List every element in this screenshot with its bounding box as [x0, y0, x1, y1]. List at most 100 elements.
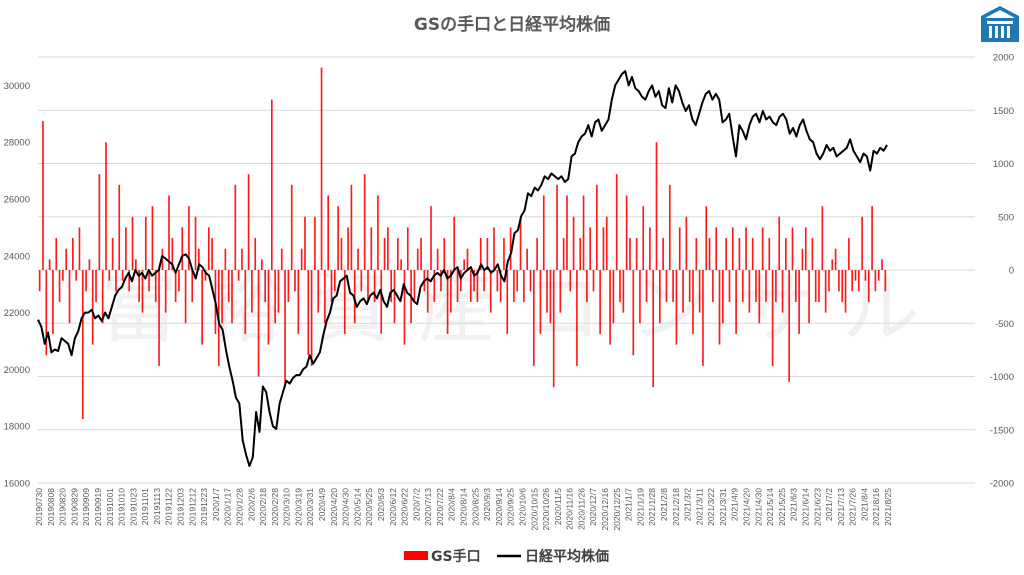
gs-bar: [586, 270, 588, 302]
gs-bar: [131, 216, 134, 270]
gs-bar: [75, 270, 77, 281]
gs-bar: [367, 270, 369, 302]
x-axis-tick-label: 20191113: [152, 488, 162, 525]
gs-bar: [735, 270, 737, 334]
gs-bar: [708, 238, 711, 270]
gs-bar: [443, 238, 446, 270]
x-axis-tick-label: 2020/8/25: [470, 488, 480, 526]
gs-bar: [848, 238, 850, 270]
gs-bar: [234, 184, 237, 270]
gs-bar: [38, 270, 41, 292]
gs-bar: [181, 227, 184, 270]
gs-bar: [871, 206, 873, 270]
x-axis-tick-label: 20191122: [164, 488, 174, 525]
gs-bar: [489, 270, 492, 313]
gs-bar: [884, 270, 887, 292]
x-axis-tick-label: 2021/7/13: [836, 488, 846, 526]
x-axis-tick-label: 2020/12/16: [600, 488, 610, 531]
gs-bar: [227, 270, 230, 302]
gs-bar: [65, 248, 68, 270]
left-axis-tick-label: 20000: [4, 365, 30, 376]
gs-bar: [622, 270, 625, 313]
gs-bar: [207, 227, 210, 270]
gs-bar: [715, 227, 718, 270]
x-axis-tick-label: 20191023: [128, 488, 138, 526]
gs-bar: [247, 174, 250, 270]
gs-bar: [257, 270, 260, 377]
gs-bar: [539, 270, 542, 334]
gs-bar: [881, 259, 883, 270]
x-axis-tick-label: 2021/5/14: [765, 488, 775, 526]
x-axis-tick-label: 20190909: [81, 488, 91, 526]
x-axis-tick-label: 20191223: [199, 488, 209, 526]
gs-bar: [532, 270, 535, 366]
gs-bar: [698, 270, 701, 313]
x-axis-tick-label: 2021/6/23: [812, 488, 822, 526]
x-axis-tick-label: 2021/5/25: [777, 488, 787, 526]
gs-bar: [665, 270, 668, 302]
x-axis-tick-label: 2020/4/20: [329, 488, 339, 526]
gs-bar: [469, 270, 472, 302]
gs-bar: [639, 270, 641, 324]
gs-bar: [592, 270, 595, 292]
gs-bar: [261, 259, 263, 270]
gs-bar: [88, 259, 91, 270]
gs-bar: [380, 270, 383, 334]
gs-bar: [728, 270, 731, 302]
gs-bar: [861, 216, 863, 270]
gs-bar: [198, 248, 200, 270]
gs-bar: [330, 270, 333, 302]
gs-bar: [393, 270, 396, 324]
gs-bar: [778, 216, 781, 270]
x-axis-tick-label: 2020/3/10: [282, 488, 292, 526]
gs-bar: [337, 206, 339, 270]
gs-bar: [105, 142, 107, 270]
gs-bar: [824, 270, 827, 313]
gs-bar: [221, 270, 223, 324]
gs-bar: [161, 248, 164, 270]
gs-bar: [347, 227, 349, 270]
gs-bar: [144, 216, 147, 270]
legend: GS手口 日経平均株価: [404, 548, 609, 565]
gs-bar: [655, 142, 658, 270]
gs-bar: [237, 270, 240, 281]
x-axis-tick-label: 2021/3/22: [706, 488, 716, 526]
gs-bar: [71, 238, 74, 270]
gs-bar: [164, 270, 167, 313]
x-axis-tick-label: 2020/2/28: [270, 488, 280, 526]
left-axis-tick-label: 28000: [4, 138, 30, 149]
gs-bar: [188, 206, 190, 270]
legend-swatch-gs: [404, 551, 428, 560]
gs-bar: [277, 270, 280, 313]
gs-bar: [244, 270, 247, 334]
gs-bar: [476, 270, 479, 302]
gs-bar: [363, 174, 366, 270]
gs-bar: [731, 227, 734, 270]
gs-bar: [605, 216, 608, 270]
gs-bar: [294, 270, 296, 292]
gs-bar: [350, 184, 353, 270]
x-axis-tick-label: 2021/3/11: [694, 488, 704, 525]
gs-bar: [314, 216, 316, 270]
gs-bar: [370, 227, 373, 270]
gs-bar: [785, 238, 787, 270]
x-axis-tick-label: 20190919: [93, 488, 103, 526]
x-axis-tick-label: 2020/6/22: [400, 488, 410, 526]
gs-bar: [506, 270, 509, 334]
gs-bar: [204, 270, 207, 281]
gs-bar: [115, 270, 117, 292]
gs-bar: [556, 184, 558, 270]
left-axis-tick-label: 30000: [4, 81, 30, 92]
gs-bar: [818, 270, 820, 302]
logo-icon: [981, 6, 1019, 42]
gs-bar: [397, 238, 399, 270]
gs-bar: [493, 227, 495, 270]
gs-bar: [834, 248, 837, 270]
gs-bar: [433, 270, 436, 302]
gs-bar: [599, 270, 601, 334]
gs-bar: [642, 206, 645, 270]
gs-bar: [499, 270, 502, 302]
x-axis-tick-label: 2020/9/25: [506, 488, 516, 526]
gs-bar: [387, 227, 389, 270]
gs-bar: [184, 270, 187, 324]
